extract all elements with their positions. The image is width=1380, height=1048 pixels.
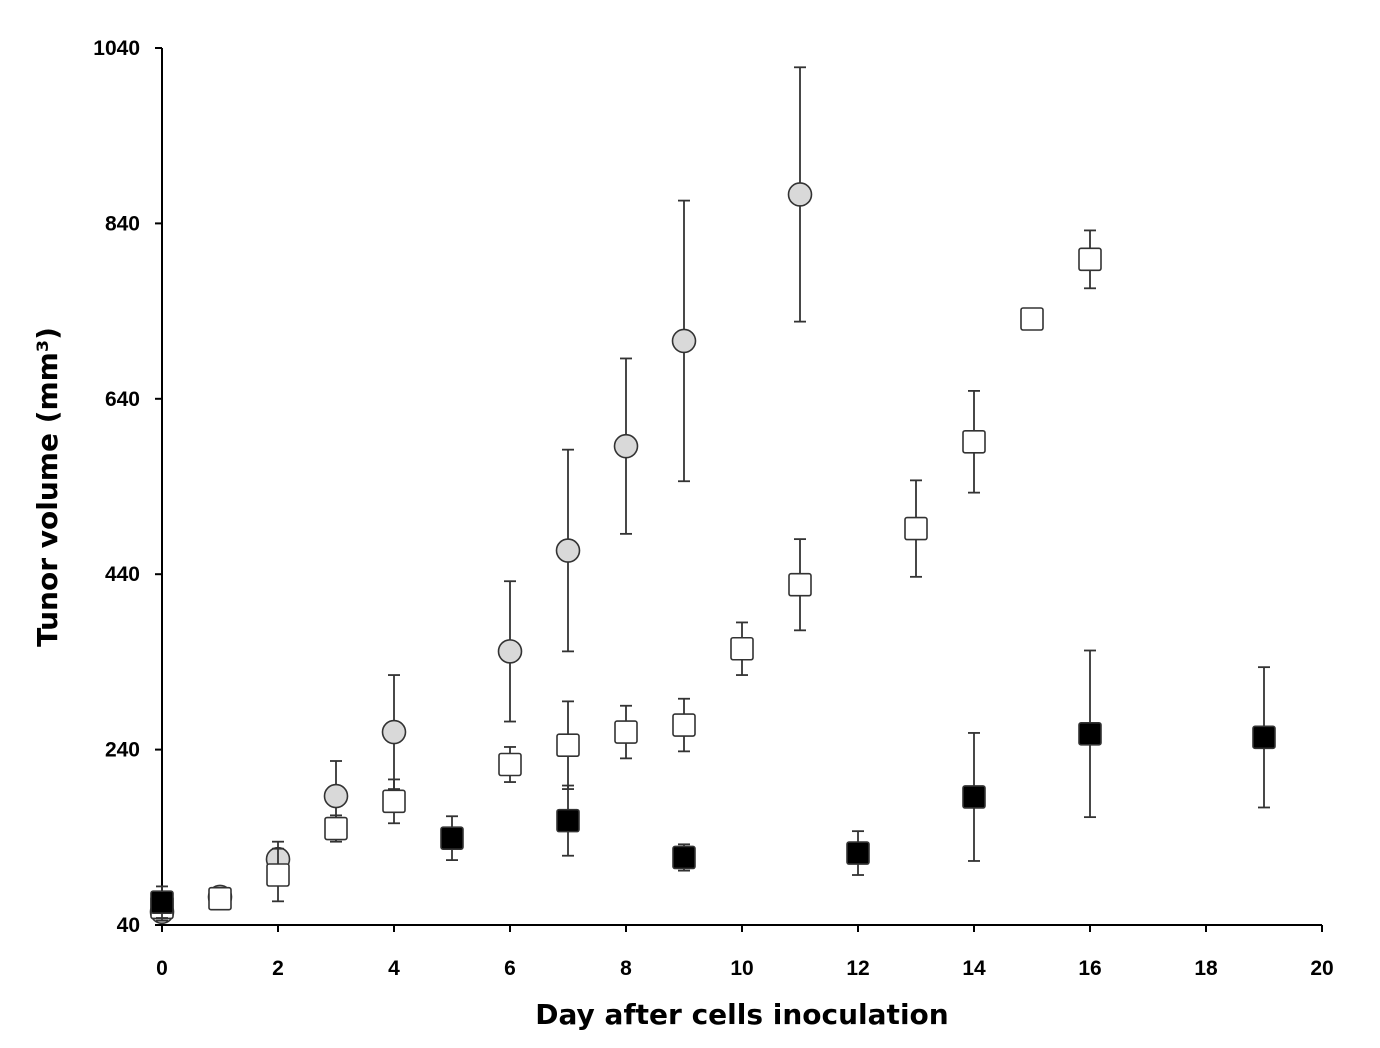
x-tick-label: 16 xyxy=(1078,957,1101,980)
data-point xyxy=(556,733,580,758)
y-tick-label: 40 xyxy=(117,914,140,937)
x-tick-label: 12 xyxy=(846,957,869,980)
series-2 xyxy=(150,649,1276,919)
x-tick-label: 20 xyxy=(1310,957,1333,980)
data-point xyxy=(498,752,522,777)
y-tick-label: 640 xyxy=(105,388,140,411)
data-point xyxy=(382,789,406,814)
x-tick-label: 4 xyxy=(388,957,400,980)
data-point xyxy=(962,785,986,809)
data-point xyxy=(497,639,523,664)
data-point xyxy=(323,783,349,809)
x-tick-label: 8 xyxy=(620,957,632,980)
y-tick-label: 240 xyxy=(105,739,140,762)
data-point xyxy=(440,826,464,850)
data-point xyxy=(1078,722,1102,746)
data-point xyxy=(904,516,928,541)
x-tick-label: 14 xyxy=(962,957,986,980)
data-point xyxy=(1078,247,1102,272)
series-0 xyxy=(149,66,813,925)
series-1 xyxy=(150,229,1102,922)
y-axis-title: Tunor volume (mm³) xyxy=(31,327,64,647)
x-tick-label: 6 xyxy=(504,957,516,980)
x-tick-label: 2 xyxy=(272,957,284,980)
x-tick-label: 10 xyxy=(730,957,753,980)
data-point xyxy=(324,816,348,841)
y-tick-label: 840 xyxy=(105,212,140,235)
y-ticks: 40 240 440 640 840 1040 xyxy=(93,37,162,937)
data-point xyxy=(730,636,754,661)
data-point xyxy=(672,713,696,737)
y-tick-label: 440 xyxy=(105,563,140,586)
data-point xyxy=(381,719,407,745)
y-axis: 40 240 440 640 840 1040 xyxy=(93,37,163,937)
data-point xyxy=(1252,725,1276,750)
data-point xyxy=(150,890,174,914)
x-axis: 0 2 4 6 8 10 12 14 16 18 20 xyxy=(156,924,1334,980)
x-ticks: 0 2 4 6 8 10 12 14 16 18 20 xyxy=(156,925,1334,980)
x-tick-label: 18 xyxy=(1194,957,1218,980)
data-point xyxy=(613,433,639,459)
x-axis-title: Day after cells inoculation xyxy=(535,998,948,1031)
y-tick-label: 1040 xyxy=(93,37,140,60)
data-point xyxy=(788,572,812,597)
data-point xyxy=(846,841,870,865)
data-series xyxy=(149,66,1276,925)
x-tick-label: 0 xyxy=(156,957,168,980)
data-point xyxy=(672,845,696,870)
data-point xyxy=(671,328,697,354)
data-point xyxy=(962,429,986,454)
data-point xyxy=(614,720,638,744)
data-point xyxy=(208,886,232,911)
data-point xyxy=(1020,307,1044,331)
data-point xyxy=(266,863,290,887)
data-point xyxy=(556,808,580,833)
data-point xyxy=(555,538,581,563)
data-point xyxy=(787,182,813,207)
